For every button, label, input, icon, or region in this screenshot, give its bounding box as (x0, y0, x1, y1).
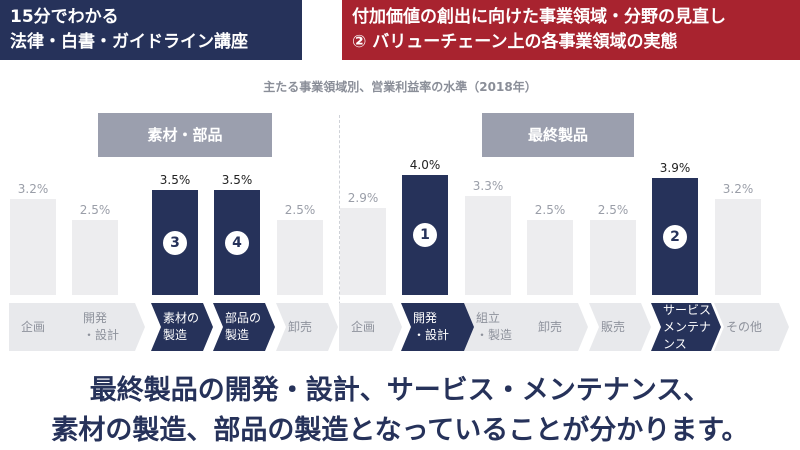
bar-0 (10, 199, 56, 295)
value-label-8: 2.5% (534, 203, 566, 217)
category-label-6: 開発 ・設計 (401, 303, 475, 351)
summary-line-2: 素材の製造、部品の製造となっていることが分かります。 (51, 415, 749, 446)
value-label-11: 3.2% (722, 182, 754, 196)
category-label-0: 企画 (9, 303, 83, 351)
group-label-final-products: 最終製品 (482, 113, 634, 157)
category-label-4: 卸売 (276, 303, 338, 351)
header-left-line1: 15分でわかる (10, 7, 119, 27)
bar-5 (340, 208, 386, 295)
value-label-1: 2.5% (79, 203, 111, 217)
bar-1 (72, 220, 118, 295)
value-label-7: 3.3% (472, 179, 504, 193)
summary-line-1: 最終製品の開発・設計、サービス・メンテナンス、 (89, 375, 711, 406)
header-right-line1: 付加価値の創出に向けた事業領域・分野の見直し (352, 7, 726, 27)
value-label-3: 3.5% (221, 173, 253, 187)
value-label-4: 2.5% (284, 203, 316, 217)
value-label-2: 3.5% (159, 173, 191, 187)
group-label-materials: 素材・部品 (98, 113, 272, 157)
value-label-0: 3.2% (17, 182, 49, 196)
group-divider (339, 115, 340, 350)
bar-11 (715, 199, 761, 295)
category-label-8: 卸売 (526, 303, 588, 351)
header-course-title: 15分でわかる 法律・白書・ガイドライン講座 (0, 0, 302, 60)
value-label-5: 2.9% (347, 191, 379, 205)
category-label-7: 組立 ・製造 (464, 303, 538, 351)
category-label-10: サービス メンテナンス (651, 303, 721, 351)
category-label-1: 開発 ・設計 (71, 303, 145, 351)
header-left-line2: 法律・白書・ガイドライン講座 (10, 32, 248, 52)
marker-circle-4: 4 (225, 230, 249, 255)
bar-7 (465, 196, 511, 295)
category-label-9: 販売 (589, 303, 651, 351)
header-topic-title: 付加価値の創出に向けた事業領域・分野の見直し ② バリューチェーン上の各事業領域… (342, 0, 800, 60)
bar-9 (590, 220, 636, 295)
category-label-11: その他 (714, 303, 789, 351)
marker-circle-2: 2 (663, 224, 687, 249)
bar-8 (527, 220, 573, 295)
marker-circle-1: 1 (413, 223, 437, 247)
marker-circle-3: 3 (163, 230, 187, 255)
bar-4 (277, 220, 323, 295)
chart-title: 主たる事業領域別、営業利益率の水準（2018年） (263, 80, 537, 94)
value-label-6: 4.0% (409, 158, 441, 172)
category-label-2: 素材の 製造 (151, 303, 213, 351)
value-label-9: 2.5% (597, 203, 629, 217)
value-label-10: 3.9% (659, 161, 691, 175)
category-label-3: 部品の 製造 (213, 303, 275, 351)
header-right-line2: ② バリューチェーン上の各事業領域の実態 (352, 32, 678, 52)
category-label-5: 企画 (339, 303, 402, 351)
